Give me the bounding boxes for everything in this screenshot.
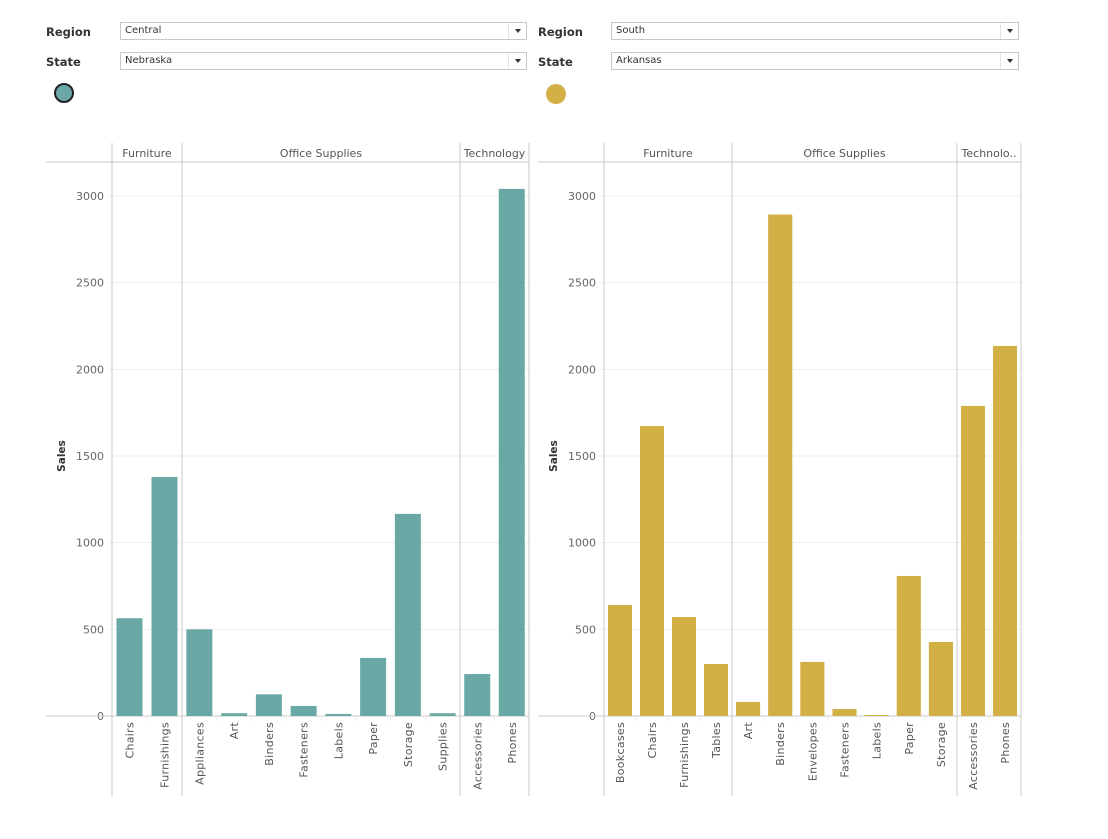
x-tick-label: Paper xyxy=(903,722,916,755)
category-header: Technolo.. xyxy=(961,147,1017,160)
bar-labels xyxy=(864,714,889,716)
x-tick-label: Envelopes xyxy=(806,722,819,781)
bar-furnishings xyxy=(151,476,178,716)
bar-storage xyxy=(394,513,421,716)
y-tick-label: 2500 xyxy=(76,277,104,290)
x-tick-label: Furnishings xyxy=(159,722,172,788)
y-tick-label: 1500 xyxy=(568,450,596,463)
category-header: Furniture xyxy=(122,147,172,160)
bar-paper xyxy=(360,657,387,716)
x-tick-label: Phones xyxy=(999,722,1012,764)
state-select[interactable]: Arkansas xyxy=(611,52,1019,70)
x-tick-label: Tables xyxy=(710,722,723,759)
chart-2: 050010001500200025003000SalesFurnitureBo… xyxy=(538,143,1022,796)
y-tick-label: 2000 xyxy=(568,363,596,376)
bar-paper xyxy=(896,575,921,716)
x-tick-label: Paper xyxy=(367,722,380,755)
bar-accessories xyxy=(961,405,985,716)
region-label: Region xyxy=(46,25,91,39)
category-header: Office Supplies xyxy=(280,147,362,160)
x-tick-label: Chairs xyxy=(646,722,659,759)
bar-bookcases xyxy=(608,605,632,716)
x-tick-label: Accessories xyxy=(471,722,484,790)
x-tick-label: Phones xyxy=(506,722,519,764)
category-header: Office Supplies xyxy=(803,147,885,160)
bar-phones xyxy=(498,188,525,717)
bar-fasteners xyxy=(290,705,317,716)
legend-color-dot[interactable] xyxy=(54,83,74,103)
x-tick-label: Labels xyxy=(332,722,345,759)
chart-1: 050010001500200025003000SalesFurnitureCh… xyxy=(46,143,530,796)
state-select-value: Nebraska xyxy=(125,55,173,66)
y-tick-label: 3000 xyxy=(568,190,596,203)
region-select-value: South xyxy=(616,25,646,36)
state-select[interactable]: Nebraska xyxy=(120,52,527,70)
state-select-value: Arkansas xyxy=(616,55,662,66)
x-tick-label: Furnishings xyxy=(678,722,691,788)
y-tick-label: 500 xyxy=(575,623,596,636)
bar-furnishings xyxy=(672,617,696,716)
bar-chairs xyxy=(116,618,143,716)
category-header: Technology xyxy=(463,147,526,160)
x-tick-label: Fasteners xyxy=(298,722,311,778)
x-tick-label: Art xyxy=(228,722,241,740)
y-tick-label: 3000 xyxy=(76,190,104,203)
x-tick-label: Bookcases xyxy=(614,722,627,783)
x-tick-label: Appliances xyxy=(193,722,206,785)
x-tick-label: Supplies xyxy=(437,722,450,771)
x-tick-label: Binders xyxy=(774,722,787,766)
category-header: Furniture xyxy=(643,147,693,160)
y-tick-label: 1000 xyxy=(76,537,104,550)
dropdown-arrow-icon[interactable] xyxy=(1000,23,1018,39)
x-tick-label: Art xyxy=(742,722,755,740)
bar-art xyxy=(736,701,761,716)
y-tick-label: 1500 xyxy=(76,450,104,463)
region-select-value: Central xyxy=(125,25,162,36)
y-axis-title: Sales xyxy=(56,440,68,472)
bar-phones xyxy=(993,345,1017,716)
y-tick-label: 1000 xyxy=(568,537,596,550)
bar-binders xyxy=(255,694,282,716)
x-tick-label: Accessories xyxy=(967,722,980,790)
bar-supplies xyxy=(429,713,456,716)
x-tick-label: Fasteners xyxy=(839,722,852,778)
bar-fasteners xyxy=(832,709,857,716)
x-tick-label: Chairs xyxy=(124,722,137,759)
legend-color-dot[interactable] xyxy=(546,84,566,104)
region-label: Region xyxy=(538,25,583,39)
bar-labels xyxy=(325,713,352,716)
bar-accessories xyxy=(464,674,491,716)
y-axis-title: Sales xyxy=(548,440,560,472)
state-label: State xyxy=(538,55,573,69)
dropdown-arrow-icon[interactable] xyxy=(1000,53,1018,69)
region-select[interactable]: South xyxy=(611,22,1019,40)
dropdown-arrow-icon[interactable] xyxy=(508,53,526,69)
y-tick-label: 2000 xyxy=(76,363,104,376)
x-tick-label: Binders xyxy=(263,722,276,766)
x-tick-label: Storage xyxy=(935,722,948,767)
bar-appliances xyxy=(186,629,213,716)
x-tick-label: Labels xyxy=(871,722,884,759)
region-select[interactable]: Central xyxy=(120,22,527,40)
bar-art xyxy=(221,713,248,716)
bar-storage xyxy=(928,641,953,716)
y-tick-label: 2500 xyxy=(568,277,596,290)
y-tick-label: 500 xyxy=(83,623,104,636)
bar-envelopes xyxy=(800,661,825,716)
bar-chairs xyxy=(640,426,664,716)
dropdown-arrow-icon[interactable] xyxy=(508,23,526,39)
state-label: State xyxy=(46,55,81,69)
bar-binders xyxy=(768,214,793,716)
x-tick-label: Storage xyxy=(402,722,415,767)
bar-tables xyxy=(704,664,728,716)
